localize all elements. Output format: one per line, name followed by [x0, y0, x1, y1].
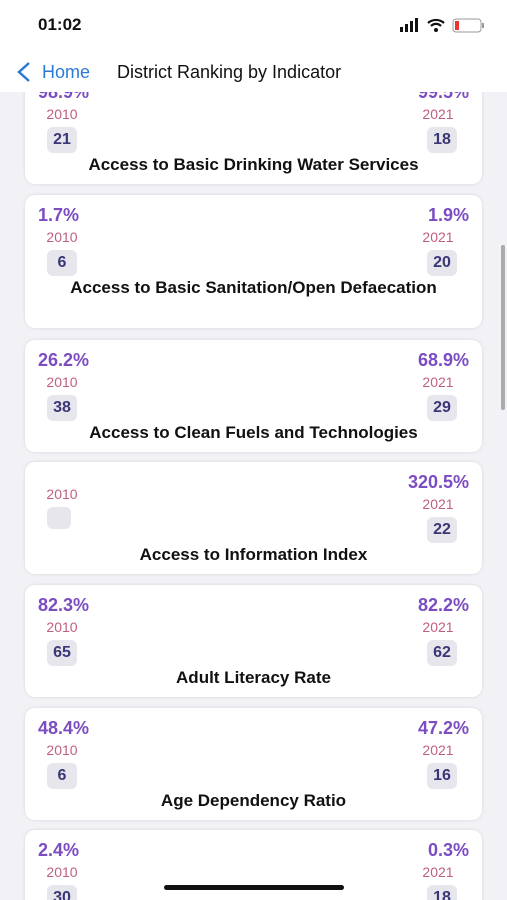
right-year: 2021: [422, 496, 454, 512]
right-year: 2021: [422, 374, 454, 390]
right-value: 47.2%: [417, 718, 469, 738]
nav-title: District Ranking by Indicator: [117, 62, 342, 82]
left-year: 2010: [46, 486, 78, 502]
right-rank: 62: [427, 640, 457, 666]
right-rank: 29: [427, 395, 457, 421]
right-rank: 18: [427, 127, 457, 153]
indicator-card[interactable]: 1.7% 2010 6 1.9% 2021 20 Access to Basic Sanit…: [25, 195, 482, 328]
home-indicator: [164, 885, 344, 890]
indicator-card[interactable]: 98.9% 2010 21 99.5% 2021 18 Access to Basic Dr…: [25, 92, 482, 184]
indicator-title: Access to Information Index: [139, 545, 368, 564]
nav-bar: Home District Ranking by Indicator: [0, 50, 507, 92]
right-value: 68.9%: [417, 350, 469, 370]
left-value: 82.3%: [38, 595, 90, 615]
indicator-title: Access to Basic Drinking Water Services: [88, 155, 419, 174]
right-year: 2021: [422, 864, 454, 880]
indicator-title: Adult Literacy Rate: [176, 668, 331, 687]
right-value: 320.5%: [407, 472, 469, 492]
left-rank: 65: [47, 640, 77, 666]
left-year: 2010: [46, 229, 78, 245]
indicator-card[interactable]: 82.3% 2010 65 82.2% 2021 62 Adult Literacy Rat…: [25, 585, 482, 697]
left-rank: 30: [47, 885, 77, 900]
left-rank: 6: [47, 763, 77, 789]
scrollbar: [501, 245, 505, 410]
right-value: 1.9%: [427, 205, 469, 225]
left-year: 2010: [46, 106, 78, 122]
indicator-title: Age Dependency Ratio: [160, 791, 347, 810]
time: 01:02: [38, 15, 82, 34]
right-value: 0.3%: [427, 840, 469, 860]
indicator-title: Access to Basic Sanitation/Open Defaecat…: [70, 278, 437, 297]
left-value: 1.7%: [38, 205, 80, 225]
left-value: 98.9%: [38, 92, 90, 102]
indicator-card[interactable]: 26.2% 2010 38 68.9% 2021 29 Access to Clean Fu…: [25, 340, 482, 452]
card-list: 98.9% 2010 21 99.5% 2021 18 Access to Basic Dr…: [0, 92, 507, 900]
right-rank: 22: [427, 517, 457, 543]
back-chevron[interactable]: [16, 61, 32, 83]
right-year: 2021: [422, 619, 454, 635]
left-year: 2010: [46, 864, 78, 880]
indicator-card[interactable]: 2010 320.5% 2021 22 Access to Information In…: [25, 462, 482, 574]
left-rank: [47, 507, 71, 529]
left-rank: 38: [47, 395, 77, 421]
left-rank: 6: [47, 250, 77, 276]
status-icons: [400, 18, 484, 33]
back-button[interactable]: Home: [42, 62, 91, 82]
left-value: 2.4%: [38, 840, 80, 860]
right-year: 2021: [422, 742, 454, 758]
left-year: 2010: [46, 742, 78, 758]
left-year: 2010: [46, 619, 78, 635]
right-value: 82.2%: [417, 595, 469, 615]
left-rank: 21: [47, 127, 77, 153]
right-year: 2021: [422, 106, 454, 122]
right-rank: 20: [427, 250, 457, 276]
indicator-card[interactable]: 48.4% 2010 6 47.2% 2021 16 Age Dependency Rati…: [25, 708, 482, 820]
indicator-title: Access to Clean Fuels and Technologies: [89, 423, 418, 442]
left-year: 2010: [46, 374, 78, 390]
right-year: 2021: [422, 229, 454, 245]
right-rank: 16: [427, 763, 457, 789]
left-value: 48.4%: [38, 718, 90, 738]
right-value: 99.5%: [417, 92, 469, 102]
right-rank: 18: [427, 885, 457, 900]
left-value: 26.2%: [38, 350, 90, 370]
status-bar: 01:02: [0, 0, 507, 50]
